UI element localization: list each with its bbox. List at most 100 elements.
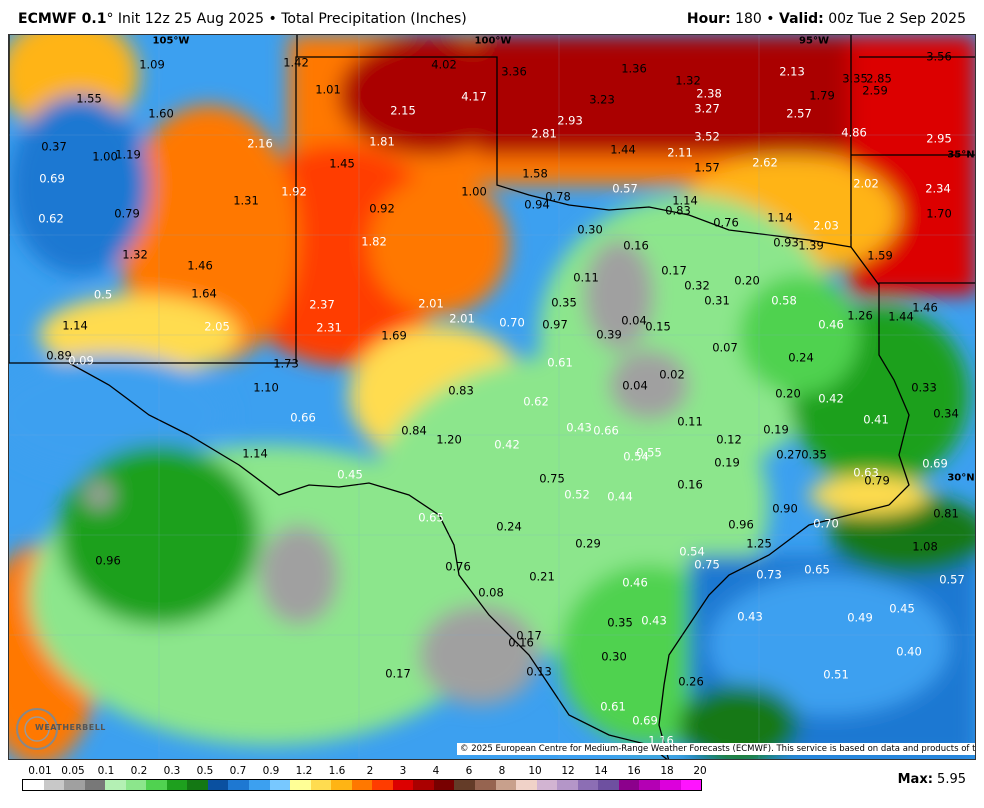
precip-value-label: 0.57 (939, 572, 965, 587)
legend-label: 0.01 (28, 765, 52, 777)
legend-label: 0.7 (229, 765, 247, 777)
model-name: ECMWF 0.1 (18, 11, 107, 27)
precip-value-label: 0.45 (337, 467, 363, 482)
precip-value-label: 0.26 (678, 674, 704, 689)
valid-value: 00z Tue 2 Sep 2025 (823, 11, 966, 27)
precip-value-label: 1.00 (92, 149, 118, 164)
precip-value-label: 1.32 (675, 73, 701, 88)
precip-value-label: 0.39 (596, 327, 622, 342)
precip-value-label: 2.15 (390, 103, 416, 118)
legend-label: 16 (627, 765, 641, 777)
precip-value-label: 1.26 (847, 308, 873, 323)
precip-value-label: 4.17 (461, 89, 487, 104)
max-label: Max: (897, 772, 933, 787)
precip-value-label: 0.08 (478, 585, 504, 600)
precip-value-label: 0.76 (713, 215, 739, 230)
legend-label: 0.5 (196, 765, 214, 777)
precip-value-label: 0.66 (290, 410, 316, 425)
precip-value-label: 1.14 (242, 446, 268, 461)
legend-color-bar (22, 779, 702, 791)
precip-value-label: 2.62 (752, 155, 778, 170)
precip-value-label: 2.01 (418, 296, 444, 311)
legend-label: 6 (465, 765, 473, 777)
legend-swatch (64, 780, 85, 790)
precip-value-label: 0.96 (95, 553, 121, 568)
legend-swatch (23, 780, 44, 790)
precip-value-label: 0.20 (734, 273, 760, 288)
precip-value-label: 0.55 (636, 445, 662, 460)
legend-swatch (290, 780, 311, 790)
precip-value-label: 0.70 (499, 315, 525, 330)
precip-value-label: 0.61 (547, 355, 573, 370)
precip-value-label: 0.54 (679, 544, 705, 559)
precip-value-label: 0.58 (771, 293, 797, 308)
precip-value-label: 0.65 (418, 510, 444, 525)
legend-swatch (228, 780, 250, 790)
max-value: Max: 5.95 (898, 772, 966, 787)
legend-swatch (475, 780, 496, 790)
precip-value-label: 1.59 (867, 248, 893, 263)
precip-value-label: 1.92 (281, 184, 307, 199)
precip-value-label: 0.41 (863, 412, 889, 427)
legend-swatch (392, 780, 414, 790)
precip-value-label: 2.59 (862, 83, 888, 98)
lat-35-label: 35°N (947, 149, 975, 161)
precip-value-label: 1.14 (62, 318, 88, 333)
precip-value-label: 0.16 (623, 238, 649, 253)
precip-value-label: 1.55 (76, 91, 102, 106)
precip-value-label: 0.29 (575, 536, 601, 551)
precip-value-label: 0.34 (933, 406, 959, 421)
legend-swatch (146, 780, 167, 790)
legend-swatch (680, 780, 702, 790)
precip-value-label: 0.35 (607, 615, 633, 630)
precip-value-label: 0.15 (645, 319, 671, 334)
precipitation-map[interactable]: 105°W 100°W 95°W 35°N 30°N 1.42 1.09 4.02 3… (8, 34, 976, 760)
precip-value-label: 0.62 (38, 211, 64, 226)
precip-value-label: 0.43 (737, 609, 763, 624)
precip-value-label: 0.13 (526, 664, 552, 679)
precip-value-label: 1.25 (746, 536, 772, 551)
legend-swatch (639, 780, 660, 790)
time-separator: • (761, 11, 780, 27)
precip-value-label: 3.27 (694, 101, 720, 116)
precip-value-label: 0.63 (853, 465, 879, 480)
precip-value-label: 0.62 (523, 394, 549, 409)
precip-value-label: 0.46 (818, 317, 844, 332)
legend-label: 0.05 (61, 765, 85, 777)
precip-value-label: 0.69 (922, 456, 948, 471)
precip-value-label: 0.20 (775, 386, 801, 401)
precip-value-label: 0.51 (823, 667, 849, 682)
legend-swatch (187, 780, 208, 790)
legend-swatch (598, 780, 619, 790)
precip-value-label: 0.33 (911, 380, 937, 395)
legend-swatch (310, 780, 332, 790)
precip-value-label: 0.11 (573, 270, 599, 285)
max-number: 5.95 (932, 772, 966, 787)
precip-value-label: 0.24 (496, 519, 522, 534)
precip-value-label: 1.09 (139, 57, 165, 72)
precip-value-label: 0.45 (889, 601, 915, 616)
precip-value-label: 1.36 (621, 61, 647, 76)
lon-105-label: 105°W (152, 35, 190, 47)
precip-value-label: 0.93 (773, 235, 799, 250)
legend-swatch (125, 780, 147, 790)
header: ECMWF 0.1° Init 12z 25 Aug 2025 • Total … (0, 0, 984, 34)
precip-value-label: 1.60 (148, 106, 174, 121)
precip-value-label: 1.42 (283, 55, 309, 70)
legend-label: 20 (693, 765, 707, 777)
precip-value-label: 3.36 (501, 64, 527, 79)
legend-swatch (536, 780, 558, 790)
legend-label: 1.6 (328, 765, 346, 777)
precip-value-label: 0.96 (728, 517, 754, 532)
precip-value-label: 0.27 (776, 447, 802, 462)
precip-value-label: 2.93 (557, 113, 583, 128)
legend-swatch (269, 780, 291, 790)
precip-value-label: 1.31 (233, 193, 259, 208)
precip-value-label: 1.19 (115, 147, 141, 162)
precip-value-label: 1.44 (610, 142, 636, 157)
precip-value-label: 0.92 (369, 201, 395, 216)
precip-value-label: 0.19 (763, 422, 789, 437)
precip-value-label: 4.02 (431, 57, 457, 72)
precip-value-label: 0.84 (401, 423, 427, 438)
precip-value-label: 1.45 (329, 156, 355, 171)
